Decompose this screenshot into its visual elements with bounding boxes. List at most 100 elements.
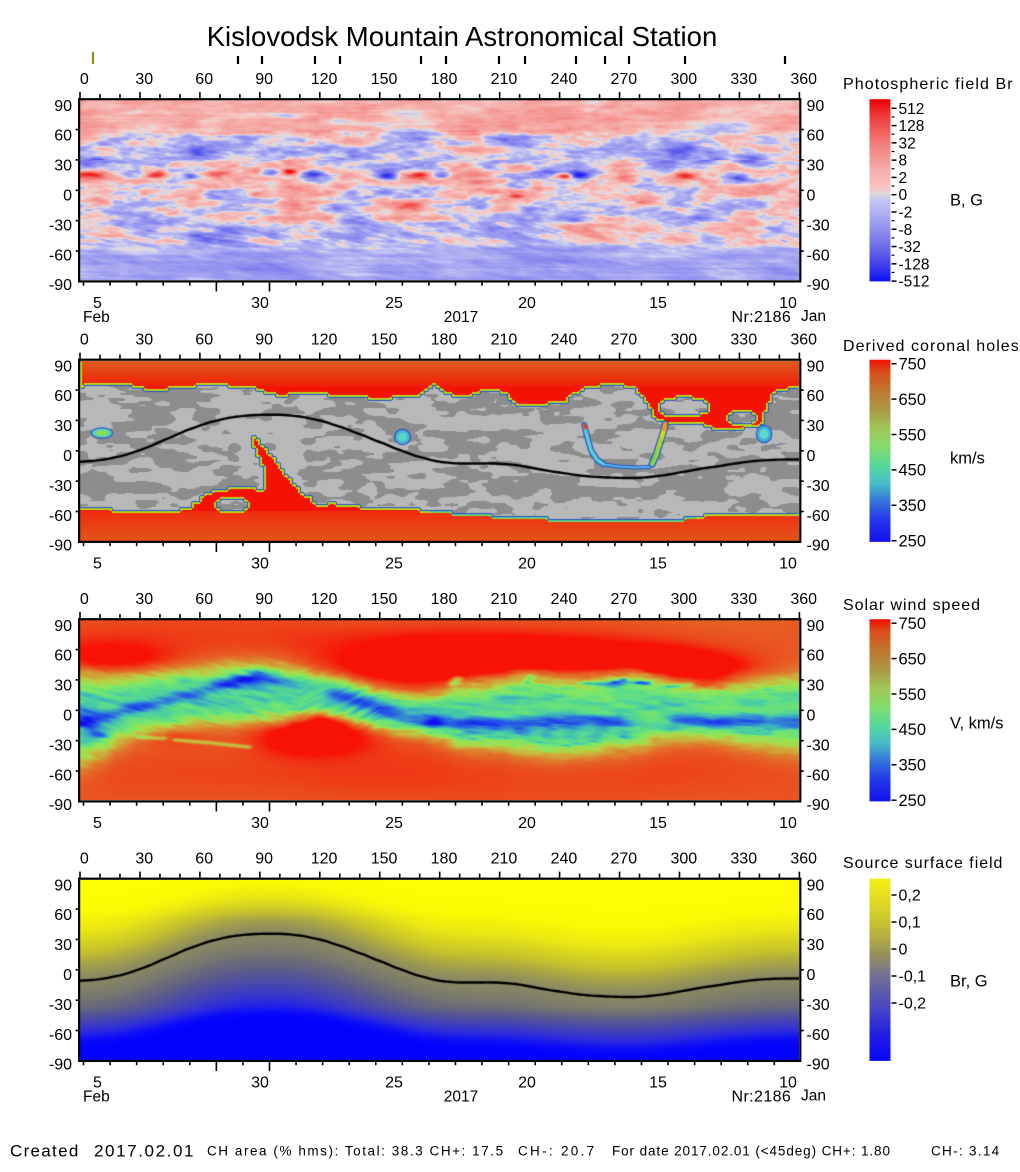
svg-text:8: 8 <box>899 153 908 170</box>
svg-text:0: 0 <box>807 448 816 465</box>
svg-text:150: 150 <box>371 71 398 88</box>
svg-text:-512: -512 <box>899 274 930 291</box>
svg-text:0: 0 <box>63 187 72 204</box>
svg-text:km/s: km/s <box>950 450 985 468</box>
svg-text:60: 60 <box>807 128 825 145</box>
svg-text:30: 30 <box>54 937 72 954</box>
svg-text:For date 2017.02.01 (<45deg) C: For date 2017.02.01 (<45deg) CH+: 1.80 <box>612 1144 891 1159</box>
svg-text:0: 0 <box>899 942 908 959</box>
svg-text:30: 30 <box>54 418 72 435</box>
svg-text:-30: -30 <box>807 217 830 234</box>
svg-text:512: 512 <box>899 101 925 118</box>
svg-text:-30: -30 <box>49 997 72 1014</box>
svg-text:270: 270 <box>610 591 637 608</box>
svg-text:330: 330 <box>730 332 757 349</box>
svg-text:270: 270 <box>610 332 637 349</box>
svg-text:150: 150 <box>371 332 398 349</box>
svg-text:90: 90 <box>807 618 825 635</box>
svg-text:-30: -30 <box>807 478 830 495</box>
svg-text:90: 90 <box>807 877 825 894</box>
svg-text:60: 60 <box>54 128 72 145</box>
svg-text:30: 30 <box>135 332 153 349</box>
svg-text:330: 330 <box>730 71 757 88</box>
svg-text:150: 150 <box>371 591 398 608</box>
svg-text:90: 90 <box>255 332 273 349</box>
svg-text:550: 550 <box>899 426 927 444</box>
svg-text:180: 180 <box>431 591 458 608</box>
svg-text:-128: -128 <box>899 256 930 273</box>
svg-text:330: 330 <box>730 591 757 608</box>
svg-text:750: 750 <box>899 615 927 633</box>
svg-text:-30: -30 <box>49 737 72 754</box>
svg-text:-32: -32 <box>899 239 921 256</box>
svg-text:-90: -90 <box>49 277 72 294</box>
svg-text:0: 0 <box>63 707 72 724</box>
svg-text:210: 210 <box>491 332 518 349</box>
svg-text:360: 360 <box>790 332 817 349</box>
svg-text:240: 240 <box>551 332 578 349</box>
svg-text:450: 450 <box>899 721 927 739</box>
svg-text:30: 30 <box>135 71 153 88</box>
svg-text:90: 90 <box>807 358 825 375</box>
svg-text:-30: -30 <box>49 478 72 495</box>
svg-text:-60: -60 <box>49 1027 72 1044</box>
svg-text:60: 60 <box>807 648 825 665</box>
svg-text:60: 60 <box>54 907 72 924</box>
svg-text:0: 0 <box>899 187 908 204</box>
svg-text:-30: -30 <box>807 997 830 1014</box>
svg-text:-90: -90 <box>807 277 830 294</box>
svg-text:Jan: Jan <box>801 1087 826 1104</box>
svg-text:0,2: 0,2 <box>899 888 921 905</box>
svg-text:0,1: 0,1 <box>899 915 921 932</box>
svg-text:-2: -2 <box>899 204 913 221</box>
svg-text:30: 30 <box>807 418 825 435</box>
svg-text:0: 0 <box>80 851 89 868</box>
svg-text:10: 10 <box>779 556 797 573</box>
svg-text:60: 60 <box>195 332 213 349</box>
svg-text:30: 30 <box>251 295 269 312</box>
svg-text:30: 30 <box>807 678 825 695</box>
svg-text:90: 90 <box>255 591 273 608</box>
svg-text:25: 25 <box>385 295 403 312</box>
svg-text:15: 15 <box>649 815 667 832</box>
svg-text:180: 180 <box>431 851 458 868</box>
svg-text:30: 30 <box>251 815 269 832</box>
svg-text:750: 750 <box>899 356 927 374</box>
svg-text:0: 0 <box>807 187 816 204</box>
svg-text:-60: -60 <box>49 508 72 525</box>
svg-text:90: 90 <box>255 71 273 88</box>
svg-text:350: 350 <box>899 497 927 515</box>
svg-text:30: 30 <box>135 591 153 608</box>
svg-text:120: 120 <box>311 851 338 868</box>
svg-text:Source surface field: Source surface field <box>843 855 1003 872</box>
svg-text:240: 240 <box>551 71 578 88</box>
svg-text:V, km/s: V, km/s <box>950 715 1004 733</box>
svg-text:5: 5 <box>93 1075 102 1092</box>
svg-text:2: 2 <box>899 170 908 187</box>
svg-text:-8: -8 <box>899 222 913 239</box>
svg-text:30: 30 <box>54 678 72 695</box>
svg-text:-60: -60 <box>807 767 830 784</box>
svg-text:60: 60 <box>54 648 72 665</box>
svg-text:5: 5 <box>93 556 102 573</box>
svg-text:10: 10 <box>779 815 797 832</box>
svg-text:120: 120 <box>311 332 338 349</box>
svg-text:270: 270 <box>610 71 637 88</box>
svg-text:120: 120 <box>311 71 338 88</box>
svg-text:0: 0 <box>63 967 72 984</box>
svg-text:360: 360 <box>790 851 817 868</box>
svg-text:250: 250 <box>899 792 927 810</box>
svg-text:-30: -30 <box>49 217 72 234</box>
svg-text:5: 5 <box>93 815 102 832</box>
svg-text:360: 360 <box>790 71 817 88</box>
svg-text:-90: -90 <box>807 538 830 555</box>
svg-text:60: 60 <box>807 907 825 924</box>
svg-text:20: 20 <box>518 295 536 312</box>
svg-text:-90: -90 <box>807 797 830 814</box>
svg-text:360: 360 <box>790 591 817 608</box>
svg-text:20: 20 <box>518 1075 536 1092</box>
svg-text:B, G: B, G <box>950 192 983 210</box>
svg-text:270: 270 <box>610 851 637 868</box>
svg-text:0: 0 <box>80 71 89 88</box>
svg-text:300: 300 <box>670 332 697 349</box>
